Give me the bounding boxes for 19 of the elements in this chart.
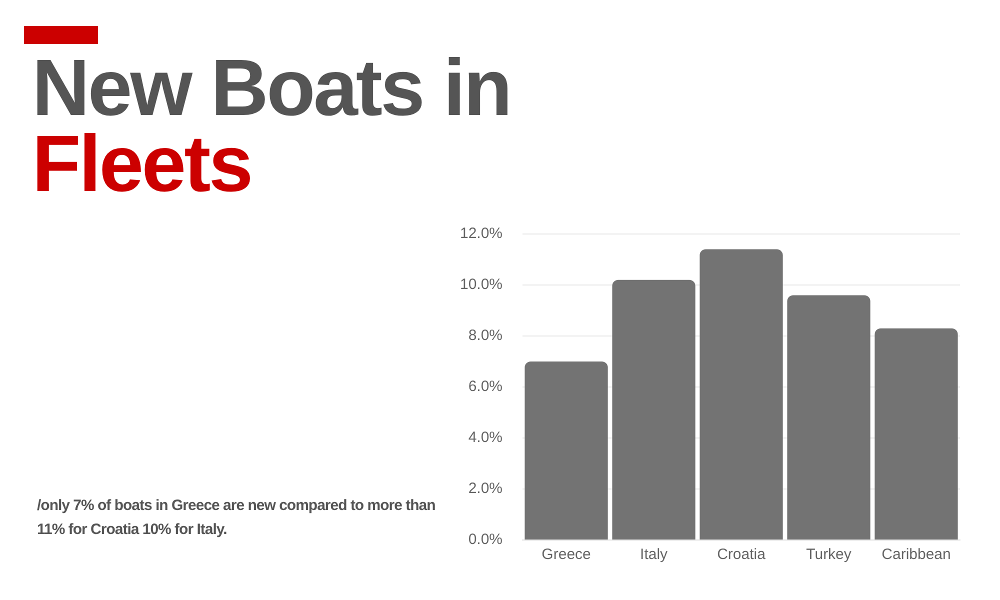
x-tick-label: Caribbean [882, 546, 951, 564]
x-tick-label: Croatia [717, 546, 766, 564]
bar [787, 295, 870, 540]
x-tick-label: Italy [640, 546, 668, 564]
bar [700, 249, 783, 540]
y-tick-label: 4.0% [468, 429, 503, 446]
bar [524, 362, 608, 540]
x-tick-label: Greece [542, 546, 591, 564]
y-tick-label: 10.0% [460, 276, 503, 294]
y-tick-label: 8.0% [468, 327, 503, 344]
text: /only 7% of boats in Greece are new compared to more than 11% for Croatia 10% for Italy. [37, 496, 436, 540]
y-tick-label: 12.0% [460, 225, 503, 242]
bar [874, 328, 958, 540]
y-tick-label: 2.0% [468, 480, 503, 498]
y-tick-label: 6.0% [468, 378, 503, 396]
bar [612, 280, 696, 540]
x-tick-label: Turkey [806, 546, 852, 564]
y-tick-label: 0.0% [468, 531, 503, 548]
chart-title: New Boats in Fleets [32, 43, 510, 208]
